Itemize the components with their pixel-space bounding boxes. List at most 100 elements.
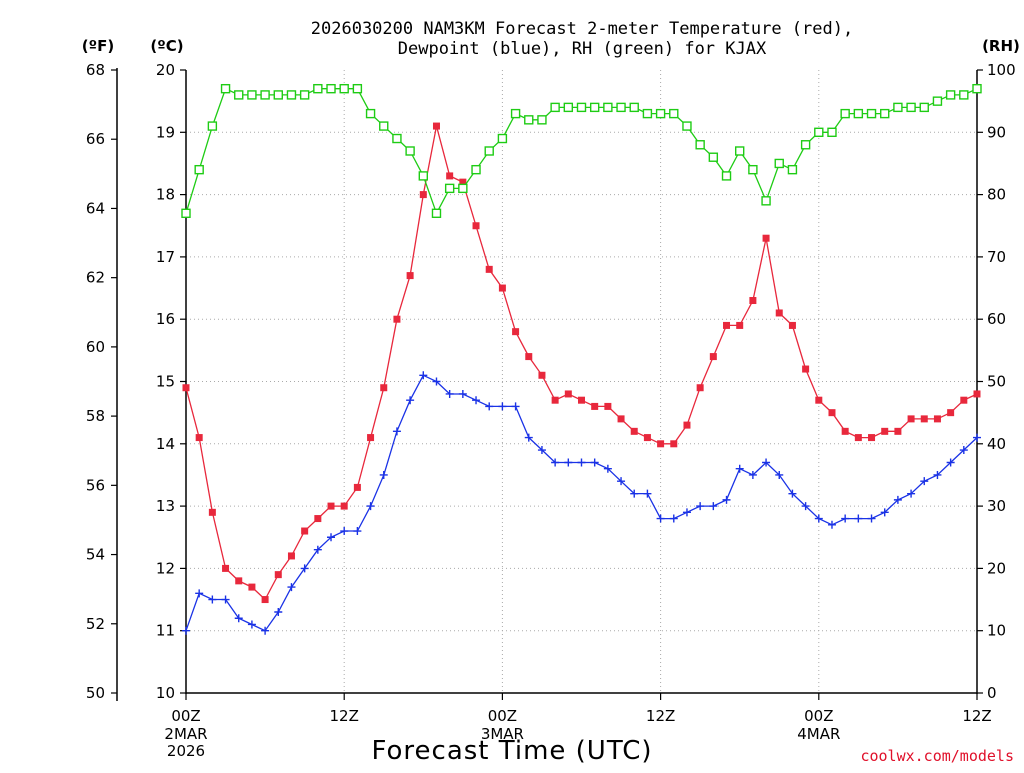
temperature-point — [696, 384, 704, 392]
fahrenheit-tick-label: 64 — [86, 199, 105, 217]
rh-point — [721, 171, 732, 181]
rh-point — [603, 102, 613, 113]
temperature-point — [894, 427, 902, 435]
x-tick-label: 12Z — [962, 707, 991, 725]
rh-point — [379, 121, 389, 131]
dewpoint-point — [854, 514, 863, 523]
dewpoint-point — [656, 514, 665, 523]
temperature-point — [301, 527, 309, 535]
dewpoint-point — [274, 608, 283, 617]
dewpoint-point — [537, 446, 546, 455]
temperature-point — [472, 222, 480, 230]
temperature-point — [630, 427, 638, 435]
rh-point — [458, 183, 468, 194]
rh-point — [972, 83, 982, 94]
temperature-point — [841, 427, 849, 435]
rh-point — [616, 102, 626, 113]
dewpoint-point — [920, 477, 929, 486]
celsius-tick-label: 11 — [156, 622, 175, 640]
celsius-unit-label: (ºC) — [150, 37, 183, 55]
temperature-point — [182, 384, 190, 392]
chart-title-line-2: Dewpoint (blue), RH (green) for KJAX — [398, 39, 767, 59]
temperature-point — [419, 191, 427, 199]
x-tick-day-label: 2MAR — [164, 725, 207, 743]
fahrenheit-tick-label: 60 — [86, 338, 105, 356]
rh-point — [959, 90, 969, 100]
celsius-tick-label: 14 — [156, 435, 175, 453]
temperature-point — [578, 396, 585, 404]
x-tick-day-label: 3MAR — [481, 725, 524, 743]
rh-point — [866, 108, 877, 119]
temperature-point — [248, 583, 256, 591]
temperature-point — [775, 309, 783, 317]
dewpoint-point — [485, 402, 494, 411]
rh-point — [234, 90, 244, 100]
rh-point — [247, 90, 257, 100]
temperature-point — [406, 272, 414, 280]
fahrenheit-tick-label: 54 — [86, 546, 105, 564]
axes: 50 52 54 56 58 60 62 64 66 68 10 11 12 13 14 15 16 17 18 19… — [86, 61, 1016, 760]
celsius-tick-label: 18 — [156, 186, 175, 204]
rh-point — [207, 121, 218, 131]
dewpoint-point — [261, 626, 270, 635]
dewpoint-point — [366, 502, 375, 511]
temperature-point — [327, 502, 335, 510]
dewpoint-point — [392, 427, 401, 436]
dewpoint-point — [775, 470, 784, 479]
dewpoint-point — [432, 377, 441, 386]
rh-point — [761, 196, 771, 206]
dewpoint-point — [300, 564, 309, 573]
x-tick-day-label: 4MAR — [797, 725, 840, 743]
rh-point — [444, 183, 455, 194]
temperature-point — [393, 315, 401, 323]
rh-tick-label: 60 — [987, 310, 1006, 328]
temperature-point — [274, 571, 282, 579]
fahrenheit-tick-label: 56 — [86, 476, 105, 494]
dewpoint-point — [458, 389, 467, 398]
temperature-point — [947, 409, 955, 417]
rh-point — [682, 121, 692, 131]
x-axis-label: Forecast Time (UTC) — [371, 736, 652, 766]
dewpoint-point — [498, 402, 507, 411]
rh-tick-label: 20 — [987, 559, 1006, 577]
rh-point — [932, 96, 943, 106]
celsius-tick-label: 15 — [156, 373, 175, 391]
rh-tick-label: 10 — [987, 622, 1006, 640]
temperature-point — [736, 321, 744, 329]
rh-point — [893, 102, 903, 113]
dewpoint-point — [379, 470, 388, 479]
rh-tick-label: 80 — [987, 186, 1006, 204]
dewpoint-point — [841, 514, 850, 523]
temperature-point — [604, 402, 612, 410]
temperature-point — [828, 409, 836, 417]
rh-point — [945, 90, 956, 100]
celsius-tick-label: 10 — [156, 684, 175, 702]
rh-tick-label: 100 — [987, 61, 1016, 79]
temperature-point — [287, 552, 295, 560]
celsius-tick-label: 12 — [156, 559, 175, 577]
rh-point — [589, 102, 600, 113]
chart-title-line-1: 2026030200 NAM3KM Forecast 2-meter Tempe… — [311, 19, 853, 39]
rh-point — [919, 102, 929, 113]
rh-point — [642, 108, 653, 119]
rh-point — [800, 140, 811, 150]
dewpoint-point — [788, 489, 797, 498]
x-tick-label: 12Z — [330, 707, 359, 725]
temperature-point — [353, 483, 361, 491]
temperature-point — [973, 390, 981, 398]
dewpoint-point — [182, 626, 190, 635]
dewpoint-point — [353, 527, 362, 536]
dewpoint-point — [880, 508, 889, 517]
temperature-point — [432, 122, 440, 130]
celsius-tick-label: 19 — [156, 123, 175, 141]
dewpoint-point — [827, 520, 836, 529]
dewpoint-point — [208, 595, 217, 604]
temperature-point — [960, 396, 968, 404]
rh-point — [708, 152, 719, 162]
rh-point — [906, 102, 916, 113]
dewpoint-point — [867, 514, 876, 523]
dewpoint-point — [722, 495, 731, 504]
rh-tick-label: 50 — [987, 373, 1006, 391]
